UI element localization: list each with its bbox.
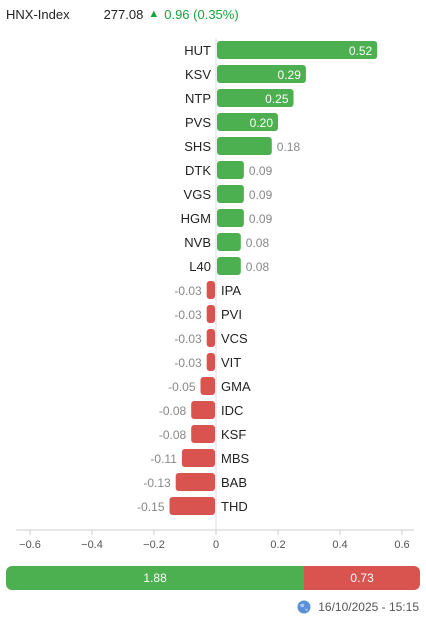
x-tick-label-4: 0.2 — [270, 539, 285, 551]
bar-label-l40: L40 — [189, 259, 211, 274]
value-label-nvb: 0.08 — [246, 236, 270, 250]
value-label-idc: -0.08 — [159, 404, 187, 418]
value-label-shs: 0.18 — [277, 140, 301, 154]
globe-icon — [297, 600, 311, 614]
bar-pvs — [217, 113, 278, 131]
bar-label-gma: GMA — [221, 379, 251, 394]
bar-ipa — [206, 281, 215, 299]
value-label-bab: -0.13 — [143, 476, 171, 490]
value-label-ntp: 0.25 — [265, 92, 289, 106]
bar-nvb — [217, 233, 241, 251]
negative-total-label: 0.73 — [350, 571, 374, 585]
bar-ksv — [217, 65, 306, 83]
index-header: HNX-Index 277.08 ▲ 0.96 (0.35%) — [6, 4, 239, 24]
bar-gma — [200, 377, 215, 395]
bar-shs — [217, 137, 272, 155]
bar-label-ksf: KSF — [221, 427, 246, 442]
positive-total-label: 1.88 — [143, 571, 167, 585]
bar-label-dtk: DTK — [185, 163, 211, 178]
x-tick-label-1: −0.4 — [81, 539, 103, 551]
timestamp-text: 16/10/2025 - 15:15 — [318, 600, 419, 614]
bar-label-vcs: VCS — [221, 331, 248, 346]
value-label-vcs: -0.03 — [174, 332, 202, 346]
bar-label-pvi: PVI — [221, 307, 242, 322]
bar-vcs — [206, 329, 215, 347]
bar-label-ipa: IPA — [221, 283, 241, 298]
bar-label-shs: SHS — [184, 139, 211, 154]
bar-bab — [175, 473, 215, 491]
value-label-thd: -0.15 — [137, 500, 165, 514]
value-label-gma: -0.05 — [168, 380, 196, 394]
value-label-l40: 0.08 — [246, 260, 270, 274]
positive-total-segment: 1.88 — [6, 566, 305, 590]
bar-hgm — [217, 209, 244, 227]
bar-label-pvs: PVS — [185, 115, 211, 130]
x-tick-label-3: 0 — [213, 539, 219, 551]
index-price: 277.08 — [103, 6, 144, 22]
bar-label-vgs: VGS — [184, 187, 212, 202]
bar-label-bab: BAB — [221, 475, 247, 490]
bar-thd — [169, 497, 215, 515]
value-label-vit: -0.03 — [174, 356, 202, 370]
bar-label-mbs: MBS — [221, 451, 250, 466]
value-label-vgs: 0.09 — [249, 188, 273, 202]
bar-label-hut: HUT — [184, 43, 211, 58]
bar-label-vit: VIT — [221, 355, 241, 370]
bar-ntp — [217, 89, 294, 107]
bar-vit — [206, 353, 215, 371]
bar-label-ntp: NTP — [185, 91, 211, 106]
negative-total-segment: 0.73 — [304, 566, 420, 590]
value-label-dtk: 0.09 — [249, 164, 273, 178]
index-change: 0.96 (0.35%) — [164, 6, 239, 22]
bar-vgs — [217, 185, 244, 203]
up-triangle-icon: ▲ — [148, 8, 160, 20]
bar-mbs — [181, 449, 215, 467]
x-tick-label-6: 0.6 — [394, 539, 409, 551]
bar-label-idc: IDC — [221, 403, 243, 418]
bar-ksf — [191, 425, 215, 443]
bar-hut — [217, 41, 378, 59]
x-tick-label-0: −0.6 — [19, 539, 41, 551]
bar-label-ksv: KSV — [185, 67, 211, 82]
value-label-hut: 0.52 — [349, 44, 373, 58]
value-label-mbs: -0.11 — [150, 452, 177, 466]
update-timestamp: 16/10/2025 - 15:15 — [297, 600, 419, 614]
x-tick-label-2: −0.2 — [143, 539, 165, 551]
contribution-summary-bar: 1.88 0.73 — [6, 566, 420, 590]
bar-l40 — [217, 257, 241, 275]
bar-dtk — [217, 161, 244, 179]
value-label-ksf: -0.08 — [159, 428, 187, 442]
bar-label-nvb: NVB — [184, 235, 211, 250]
value-label-ksv: 0.29 — [278, 68, 302, 82]
bar-idc — [191, 401, 215, 419]
bar-label-thd: THD — [221, 499, 248, 514]
x-tick-label-5: 0.4 — [332, 539, 347, 551]
index-name: HNX-Index — [6, 6, 70, 22]
value-label-hgm: 0.09 — [249, 212, 273, 226]
bar-label-hgm: HGM — [181, 211, 211, 226]
bar-pvi — [206, 305, 215, 323]
value-label-ipa: -0.03 — [174, 284, 202, 298]
value-label-pvs: 0.20 — [250, 116, 274, 130]
value-label-pvi: -0.03 — [174, 308, 202, 322]
